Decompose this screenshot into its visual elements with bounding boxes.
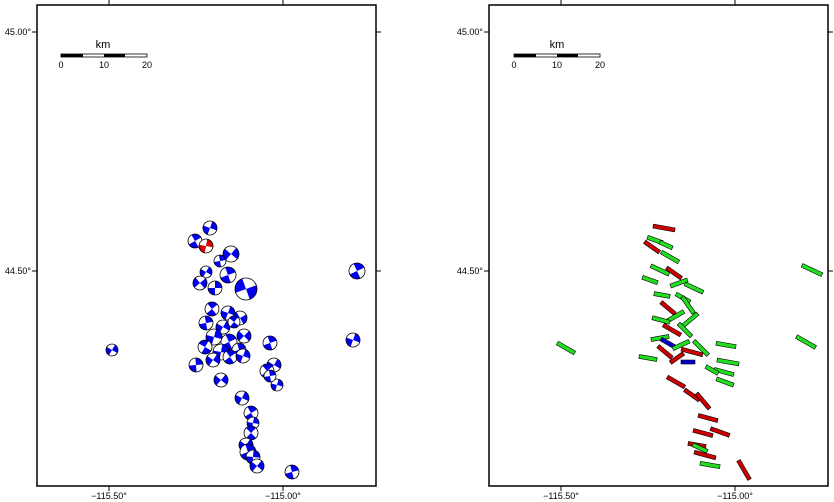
scale-tick-10-right: 10 <box>552 60 562 70</box>
focal-mechanism-symbol <box>234 277 258 301</box>
fault-segment <box>680 359 696 365</box>
lat-label-44-5: 44.50° <box>5 266 32 276</box>
focal-mechanism-symbol <box>222 349 238 365</box>
fault-segment <box>800 263 824 277</box>
fault-segment <box>709 426 731 438</box>
focal-mechanism-symbol <box>198 238 214 254</box>
right-map-frame <box>488 4 829 487</box>
fault-segment <box>641 274 659 286</box>
fault-segment <box>736 459 752 481</box>
scale-unit-label-right: km <box>550 39 565 51</box>
focal-mechanism-symbol <box>234 390 250 406</box>
focal-mechanism-symbol <box>197 339 213 355</box>
scale-tick-20-right: 20 <box>595 60 605 70</box>
fault-segment <box>649 263 671 277</box>
fault-segment <box>665 265 683 281</box>
scale-tick-10: 10 <box>99 60 109 70</box>
focal-mechanism-symbol <box>213 254 227 268</box>
scale-unit-label: km <box>96 39 111 51</box>
fault-segment <box>658 239 674 251</box>
fault-segment <box>715 340 737 350</box>
fault-segment <box>716 357 740 367</box>
focal-mechanism-symbol <box>219 266 237 284</box>
fault-segments <box>555 223 824 481</box>
right-scale-bar: km 0 10 20 <box>511 39 605 70</box>
focal-mechanism-symbol <box>105 343 119 357</box>
fault-segment <box>643 239 661 255</box>
left-scale-bar: km 0 10 20 <box>58 39 152 70</box>
scale-tick-0: 0 <box>58 60 63 70</box>
fault-segment <box>676 321 694 339</box>
fault-segment <box>656 344 674 360</box>
scale-tick-0-right: 0 <box>511 60 516 70</box>
fault-segment <box>683 281 705 295</box>
fault-segment <box>715 376 735 388</box>
focal-mechanism-symbol <box>249 458 265 474</box>
focal-mechanism-symbol <box>202 220 218 236</box>
fault-segment <box>555 340 577 356</box>
fault-segment <box>669 277 689 289</box>
fault-segment <box>692 339 710 357</box>
focal-mechanism-symbol <box>348 262 366 280</box>
focal-mechanism-symbol <box>345 332 361 348</box>
fault-segment <box>661 322 683 338</box>
right-map-panel: 45.00° 44.50° −115.50° −115.00° km 0 10 … <box>457 0 833 501</box>
focal-mechanism-symbol <box>213 372 229 388</box>
fault-segment <box>694 391 712 411</box>
focal-mechanism-symbol <box>207 280 223 296</box>
focal-mechanism-symbol <box>199 265 213 279</box>
fault-segment <box>691 442 709 454</box>
fault-segment <box>699 460 721 470</box>
lon-label-115-5-right: −115.50° <box>543 491 579 501</box>
fault-segment <box>668 351 686 365</box>
focal-mechanism-symbol <box>187 233 203 249</box>
focal-mechanism-symbol <box>284 464 300 480</box>
fault-segment <box>638 354 658 362</box>
focal-mechanism-symbol <box>262 335 278 351</box>
fault-segment <box>665 374 687 390</box>
scale-tick-20: 20 <box>142 60 152 70</box>
focal-mechanism-symbol <box>227 315 241 329</box>
fault-segment <box>653 291 671 299</box>
fault-segment <box>659 249 681 265</box>
fault-segment <box>680 295 696 315</box>
lon-label-115-right: −115.00° <box>717 491 753 501</box>
lat-label-45-right: 45.00° <box>457 27 484 37</box>
focal-mechanism-symbol <box>270 378 284 392</box>
fault-segment <box>671 338 691 352</box>
focal-mechanism-symbol <box>192 275 208 291</box>
left-map-panel: 45.00° 44.50° −115.50° −115.00° km 0 10 … <box>5 0 381 501</box>
focal-mechanism-symbol <box>236 328 252 344</box>
fault-segment <box>697 413 719 423</box>
focal-mechanism-symbol <box>235 348 251 364</box>
focal-mechanism-symbol <box>188 357 204 373</box>
fault-segment <box>659 300 677 316</box>
lat-label-45: 45.00° <box>5 27 32 37</box>
focal-mechanism-symbol <box>204 301 220 317</box>
lon-label-115-5: −115.50° <box>91 491 127 501</box>
lat-label-44-5-right: 44.50° <box>457 266 484 276</box>
fault-segment <box>704 364 720 376</box>
focal-mechanism-symbol <box>263 369 277 383</box>
fault-segment <box>795 334 817 350</box>
lon-label-115: −115.00° <box>265 491 301 501</box>
fault-segment <box>652 223 676 233</box>
focal-mechanism-symbol <box>205 352 221 368</box>
fault-segment <box>692 428 714 438</box>
focal-mechanisms <box>105 220 366 480</box>
focal-mechanism-symbol <box>198 315 214 331</box>
fault-segment <box>680 346 704 358</box>
fault-segment <box>651 315 671 325</box>
